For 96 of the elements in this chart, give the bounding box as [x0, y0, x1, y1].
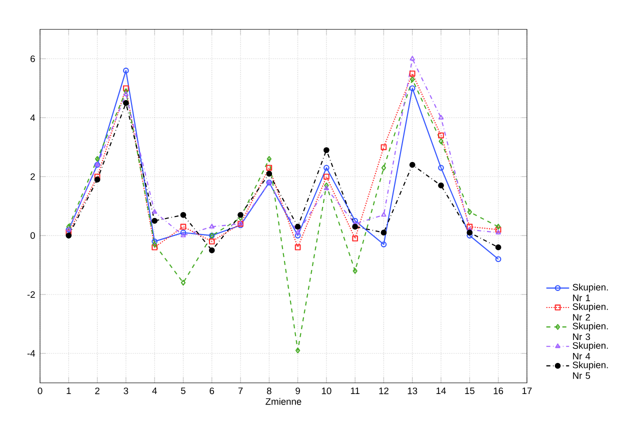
y-tick-label: -4 [27, 350, 36, 357]
point [208, 248, 215, 254]
point [352, 236, 358, 242]
x-tick-label: 0 [38, 388, 42, 394]
y-tick-label: 2 [30, 174, 35, 180]
point [409, 162, 416, 168]
y-tick-label: 6 [30, 56, 35, 62]
point [466, 224, 473, 230]
point [496, 230, 501, 235]
point [152, 244, 158, 250]
point [352, 221, 358, 226]
x-tick-label: 4 [152, 388, 157, 394]
legend-label: Skupien. Nr 2 [572, 303, 608, 321]
point [66, 224, 72, 230]
point [94, 174, 100, 180]
point [409, 86, 416, 92]
point [352, 268, 358, 274]
point [123, 100, 129, 106]
point [380, 144, 387, 150]
point [152, 209, 158, 214]
point [266, 170, 272, 177]
point [466, 230, 473, 236]
x-tick-label: 1 [66, 388, 71, 394]
point [294, 232, 301, 239]
legend-label: Skupien. Nr 5 [572, 362, 608, 380]
point [438, 138, 444, 144]
point [495, 226, 502, 233]
x-tick-label: 5 [181, 388, 186, 394]
x-tick-label: 16 [494, 388, 504, 394]
x-tick-label: 2 [95, 388, 100, 394]
x-tick-label: 12 [379, 388, 388, 394]
x-axis-title: Zmienne [266, 398, 302, 406]
y-tick-label: 0 [30, 232, 35, 240]
point [324, 186, 330, 190]
point [495, 244, 502, 250]
x-tick-label: 10 [322, 388, 332, 394]
point [438, 182, 444, 189]
point [180, 224, 186, 230]
point [352, 218, 358, 224]
point [438, 115, 444, 120]
point [410, 56, 415, 61]
point [352, 224, 358, 230]
point [152, 238, 158, 245]
point [123, 91, 129, 96]
point [266, 165, 272, 171]
point [123, 86, 129, 92]
x-tick-label: 14 [436, 388, 446, 394]
point [238, 212, 244, 218]
point [467, 226, 472, 232]
y-tick-label: -2 [27, 291, 35, 298]
x-tick-label: 7 [238, 388, 243, 394]
point [152, 242, 157, 248]
point [324, 182, 329, 189]
point [324, 165, 330, 171]
point [180, 280, 186, 286]
point [294, 224, 301, 230]
point [438, 132, 444, 139]
legend-label: Skupien. Nr 4 [572, 342, 608, 360]
point [410, 76, 415, 83]
point [180, 230, 186, 236]
x-tick-label: 8 [266, 388, 272, 394]
point [324, 174, 330, 180]
y-tick-label: 4 [30, 114, 36, 122]
point [124, 88, 128, 94]
point [381, 212, 386, 217]
point [94, 156, 100, 162]
point [467, 209, 472, 216]
point [180, 232, 186, 238]
x-tick-label: 17 [522, 388, 532, 394]
point [380, 230, 387, 236]
point [208, 238, 215, 245]
legend-label: Skupien. Nr 3 [572, 322, 608, 340]
point [438, 165, 444, 171]
point [409, 70, 416, 77]
x-tick-label: 3 [124, 388, 128, 394]
point [94, 176, 100, 183]
point [152, 218, 158, 224]
x-tick-label: 13 [408, 388, 418, 394]
point [180, 212, 186, 218]
point [209, 224, 214, 229]
point [266, 156, 272, 162]
x-tick-label: 9 [296, 388, 300, 394]
x-tick-label: 11 [350, 388, 360, 394]
point [381, 165, 386, 171]
point [380, 242, 387, 248]
x-tick-label: 15 [465, 388, 474, 394]
point [294, 244, 301, 250]
point [66, 232, 72, 239]
point [66, 230, 72, 236]
point [324, 147, 330, 154]
x-tick-label: 6 [210, 388, 214, 394]
point [123, 68, 129, 74]
legend-label: Skupien. Nr 1 [572, 284, 608, 302]
point [295, 230, 300, 235]
point [496, 224, 501, 230]
point [295, 348, 300, 354]
